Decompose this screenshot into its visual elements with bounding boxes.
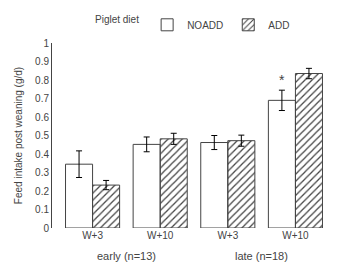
svg-text:W+10: W+10	[282, 230, 309, 241]
svg-text:early (n=13): early (n=13)	[97, 250, 156, 262]
svg-text:W+10: W+10	[147, 230, 174, 241]
svg-text:W+3: W+3	[82, 230, 103, 241]
svg-text:late (n=18): late (n=18)	[235, 250, 288, 262]
svg-text:0.3: 0.3	[35, 167, 49, 178]
svg-text:0.9: 0.9	[35, 56, 49, 67]
svg-text:*: *	[279, 72, 285, 88]
svg-text:W+3: W+3	[217, 230, 238, 241]
svg-text:0.1: 0.1	[35, 204, 49, 215]
svg-text:0.8: 0.8	[35, 75, 49, 86]
svg-text:Piglet diet: Piglet diet	[95, 14, 139, 25]
svg-text:0.4: 0.4	[35, 149, 49, 160]
svg-text:0.7: 0.7	[35, 93, 49, 104]
svg-text:0.2: 0.2	[35, 186, 49, 197]
svg-text:0.5: 0.5	[35, 130, 49, 141]
svg-text:0.6: 0.6	[35, 112, 49, 123]
svg-text:0: 0	[43, 223, 49, 234]
svg-text:ADD: ADD	[268, 20, 289, 31]
svg-text:Feed intake post weaning (g/d): Feed intake post weaning (g/d)	[13, 67, 24, 204]
svg-text:NOADD: NOADD	[187, 20, 223, 31]
svg-text:1: 1	[43, 38, 49, 49]
